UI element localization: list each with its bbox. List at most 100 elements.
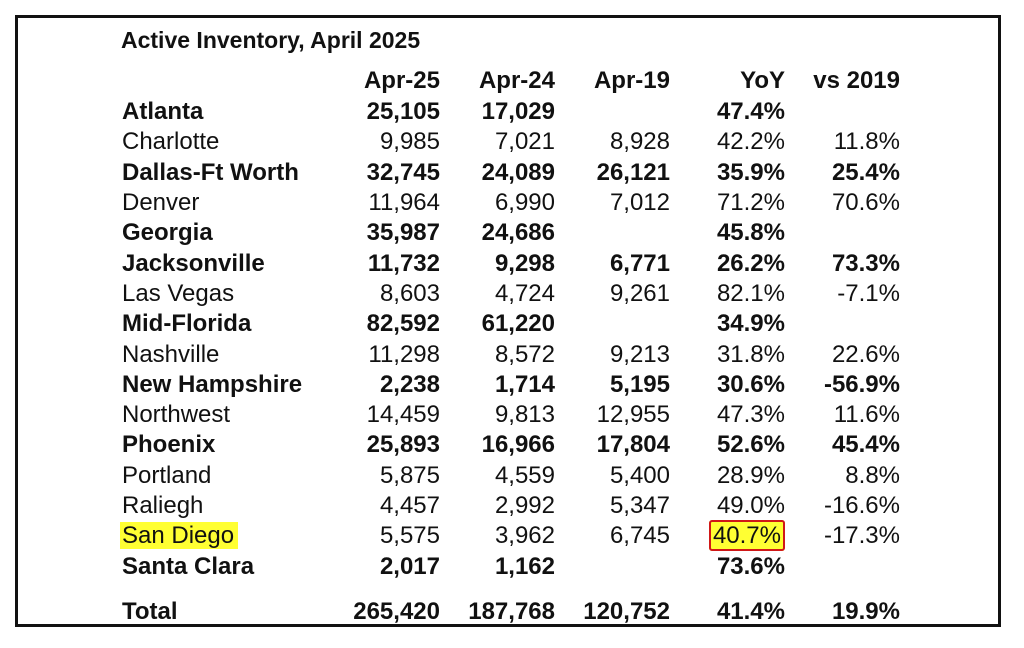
cell-apr-24: 9,813 [440,400,555,430]
cell-apr-25: 11,298 [340,339,440,369]
cell-apr-19: 5,195 [555,370,670,400]
cell-value: 45.8% [716,219,785,247]
cell-yoy: 52.6% [670,430,785,460]
table-row: Portland 5,875 4,559 5,400 28.9% 8.8% [112,461,900,491]
cell-value: 31.8% [716,340,785,368]
cell-value: 82.1% [716,279,785,307]
cell-value: 6,771 [609,249,670,277]
market-name-cell: Dallas-Ft Worth [112,158,340,188]
cell-yoy: 34.9% [670,309,785,339]
cell-vs-2019: -17.3% [785,521,900,551]
total-yoy: 41.4% [716,597,785,625]
cell-value: 11,964 [368,189,440,217]
cell-value: 47.3% [716,401,785,429]
cell-apr-24: 17,029 [440,97,555,127]
cell-value: 5,195 [609,370,670,398]
market-name: Jacksonville [122,249,265,277]
cell-vs-2019: 11.8% [785,127,900,157]
header-apr-24: Apr-24 [478,66,555,94]
cell-apr-24: 61,220 [440,309,555,339]
cell-value: 42.2% [716,128,785,156]
cell-apr-24: 4,559 [440,461,555,491]
cell-apr-19 [555,551,670,581]
market-name: Mid-Florida [122,310,252,338]
market-name: Charlotte [122,128,220,156]
cell-value: 73.6% [716,552,785,580]
cell-apr-19 [555,97,670,127]
table-row: Phoenix 25,893 16,966 17,804 52.6% 45.4% [112,430,900,460]
cell-apr-19: 9,261 [555,279,670,309]
cell-apr-25: 4,457 [340,491,440,521]
cell-apr-24: 1,162 [440,551,555,581]
inventory-table: Apr-25 Apr-24 Apr-19 YoY vs 2019 Atlanta… [112,64,900,630]
market-name-cell: New Hampshire [112,370,340,400]
cell-value: 9,298 [494,249,555,277]
market-name-cell: Denver [112,188,340,218]
cell-vs-2019 [785,551,900,581]
cell-vs-2019: -16.6% [785,491,900,521]
cell-yoy: 73.6% [670,551,785,581]
cell-value: 5,400 [609,461,670,489]
cell-value: 73.3% [831,249,900,277]
cell-value: 14,459 [366,401,440,429]
cell-yoy: 35.9% [670,158,785,188]
total-label: Total [122,597,178,625]
cell-value: 4,724 [494,279,555,307]
market-name: Atlanta [122,98,204,126]
cell-yoy: 49.0% [670,491,785,521]
market-name-cell: Northwest [112,400,340,430]
cell-value: 2,017 [379,552,440,580]
cell-value: 32,745 [366,158,440,186]
cell-vs-2019: 25.4% [785,158,900,188]
cell-value: 11.6% [833,401,900,429]
market-name-cell: Portland [112,461,340,491]
table-row: Jacksonville 11,732 9,298 6,771 26.2% 73.3% [112,248,900,278]
cell-yoy: 45.8% [670,218,785,248]
table-row: Las Vegas 8,603 4,724 9,261 82.1% -7.1% [112,279,900,309]
cell-apr-19 [555,309,670,339]
cell-yoy: 30.6% [670,370,785,400]
cell-value: 12,955 [596,401,670,429]
cell-vs-2019 [785,97,900,127]
table-row: Northwest 14,459 9,813 12,955 47.3% 11.6% [112,400,900,430]
total-vs-2019: 19.9% [831,597,900,625]
cell-value: 9,813 [494,401,555,429]
market-name-cell: Santa Clara [112,551,340,581]
cell-apr-25: 35,987 [340,218,440,248]
cell-vs-2019: 73.3% [785,248,900,278]
market-name: Nashville [122,340,220,368]
cell-value: 35,987 [366,219,440,247]
cell-apr-19: 17,804 [555,430,670,460]
cell-value: 17,029 [481,98,555,126]
market-name: Phoenix [122,431,216,459]
market-name: Northwest [122,401,231,429]
cell-value: 6,990 [494,189,555,217]
cell-value: 45.4% [831,431,900,459]
market-name-cell: Charlotte [112,127,340,157]
cell-apr-19: 6,745 [555,521,670,551]
cell-vs-2019: 11.6% [785,400,900,430]
cell-value: 16,966 [481,431,555,459]
cell-value: 26,121 [596,158,670,186]
cell-apr-24: 24,089 [440,158,555,188]
cell-value: 5,875 [379,461,440,489]
table-frame [15,15,1001,627]
cell-vs-2019: -7.1% [785,279,900,309]
table-row: Raliegh 4,457 2,992 5,347 49.0% -16.6% [112,491,900,521]
cell-value: 71.2% [716,189,785,217]
cell-apr-19: 5,400 [555,461,670,491]
cell-value: 30.6% [716,370,785,398]
header-row: Apr-25 Apr-24 Apr-19 YoY vs 2019 [112,64,900,97]
cell-value: 8,928 [609,128,670,156]
cell-vs-2019 [785,309,900,339]
cell-apr-19: 12,955 [555,400,670,430]
cell-apr-19: 7,012 [555,188,670,218]
cell-apr-24: 16,966 [440,430,555,460]
cell-apr-25: 5,875 [340,461,440,491]
cell-value: -7.1% [837,279,900,307]
cell-value: 24,686 [481,219,555,247]
cell-yoy: 26.2% [670,248,785,278]
cell-apr-25: 25,105 [340,97,440,127]
cell-vs-2019: 70.6% [785,188,900,218]
cell-value: 9,985 [379,128,440,156]
